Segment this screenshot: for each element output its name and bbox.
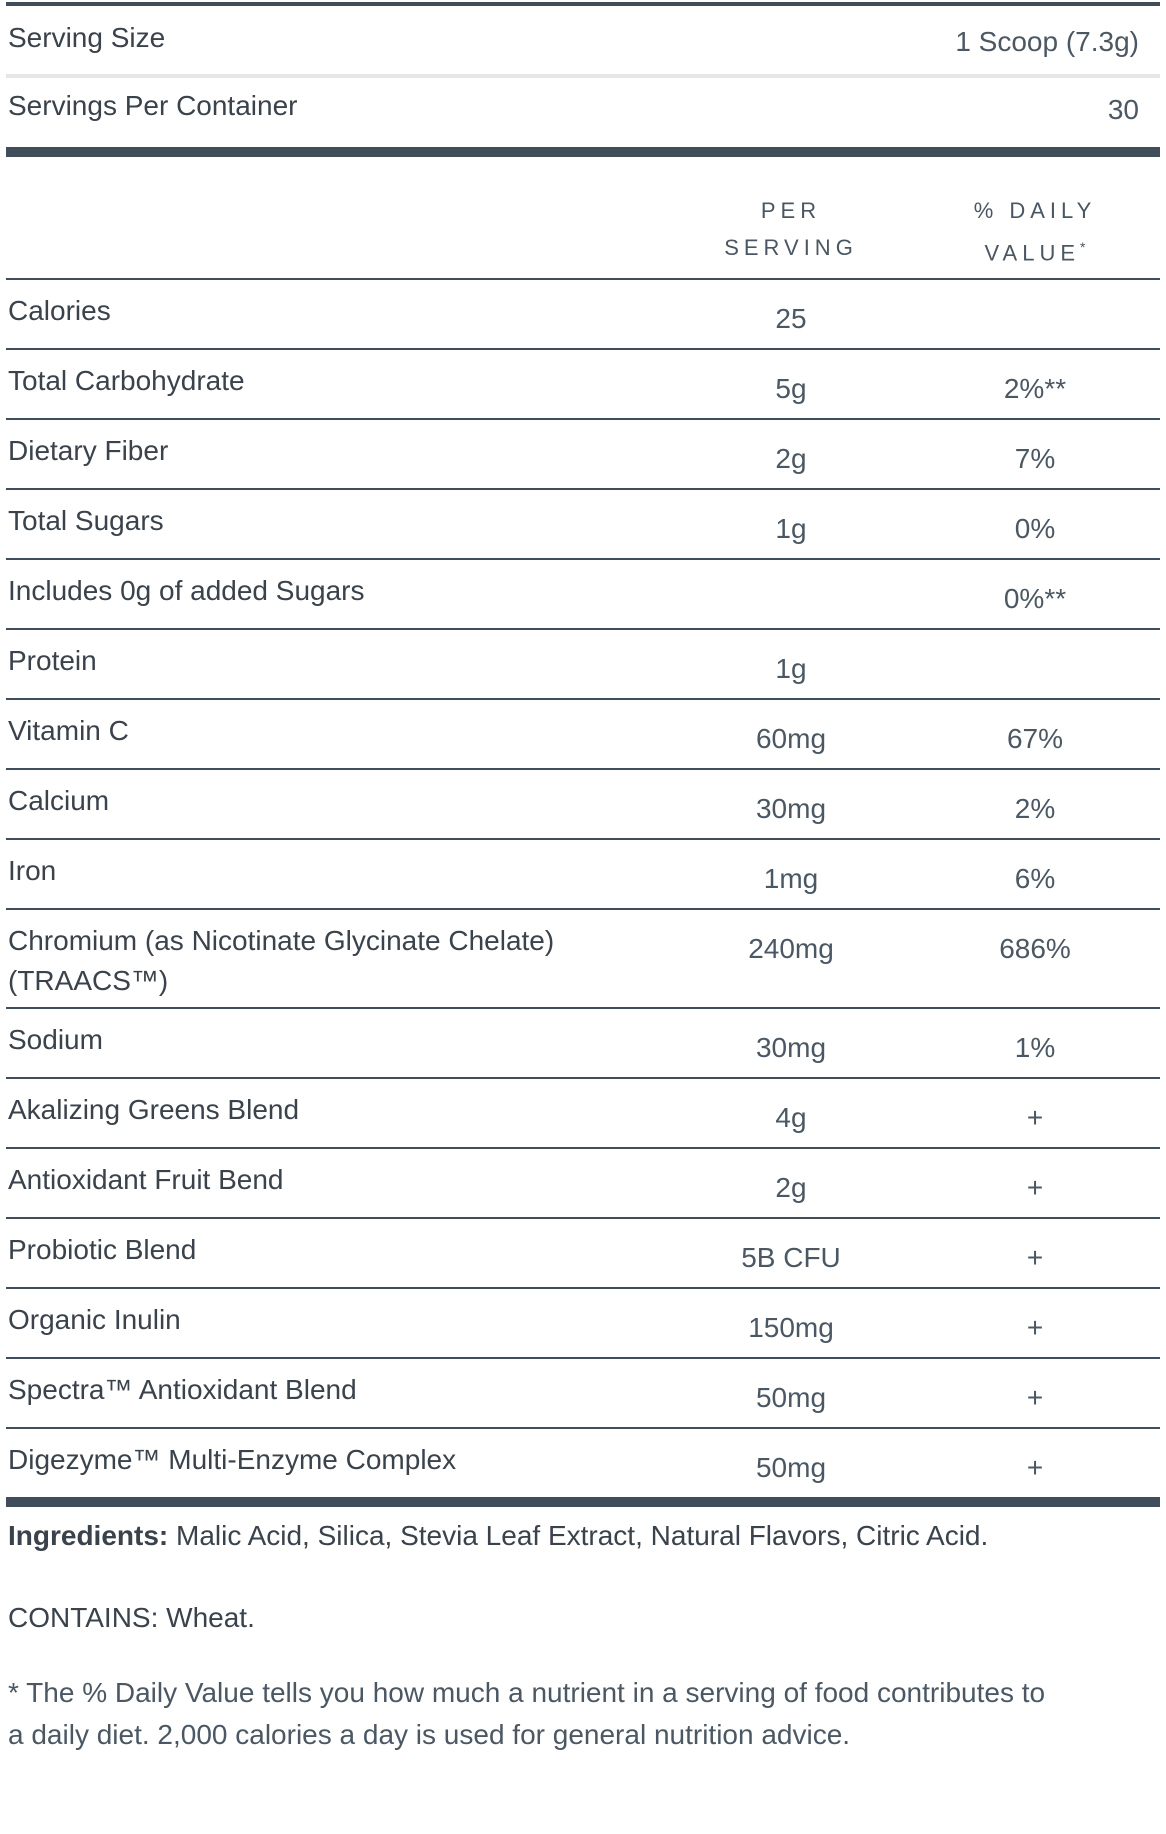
- nutrient-amount: 240mg: [748, 933, 834, 964]
- table-body: Calories 25 Total Carbohydrate 5g 2%** D…: [6, 278, 1160, 1497]
- nutrition-table: PER SERVING % DAILY VALUE* Calories 25 T…: [6, 157, 1160, 1497]
- nutrient-amount: [691, 560, 891, 628]
- table-row: Chromium (as Nicotinate Glycinate Chelat…: [6, 908, 1160, 1007]
- nutrient-daily-value: +: [1026, 1382, 1044, 1413]
- nutrient-daily-value: +: [1026, 1242, 1044, 1273]
- table-row: Organic Inulin 150mg +: [6, 1287, 1160, 1357]
- table-row: Digezyme™ Multi-Enzyme Complex 50mg +: [6, 1427, 1160, 1497]
- nutrient-amount: 2g: [775, 1172, 807, 1203]
- table-row: Protein 1g: [6, 628, 1160, 698]
- nutrient-daily-value: 7%: [1014, 443, 1056, 474]
- nutrient-daily-value: 0%**: [1003, 583, 1067, 614]
- nutrient-label: Iron: [8, 855, 57, 886]
- nutrient-amount: 150mg: [748, 1312, 834, 1343]
- table-row: Iron 1mg 6%: [6, 838, 1160, 908]
- nutrient-daily-value: 0%: [1014, 513, 1056, 544]
- nutrient-amount: 5B CFU: [741, 1242, 841, 1273]
- table-row: Calcium 30mg 2%: [6, 768, 1160, 838]
- table-row: Total Carbohydrate 5g 2%**: [6, 348, 1160, 418]
- daily-value-asterisk: *: [1080, 239, 1086, 255]
- ingredients-prefix: Ingredients:: [8, 1520, 169, 1551]
- nutrient-daily-value: +: [1026, 1172, 1044, 1203]
- table-header-row: PER SERVING % DAILY VALUE*: [6, 157, 1160, 278]
- nutrient-amount: 25: [775, 303, 807, 334]
- label-footer: Ingredients: Malic Acid, Silica, Stevia …: [6, 1516, 1160, 1756]
- nutrient-label: Akalizing Greens Blend: [8, 1094, 300, 1125]
- nutrient-label: Organic Inulin: [8, 1304, 181, 1335]
- ingredients-text: Ingredients: Malic Acid, Silica, Stevia …: [8, 1516, 1160, 1556]
- nutrient-amount: 30mg: [755, 1032, 827, 1063]
- table-row: Calories 25: [6, 278, 1160, 348]
- nutrient-daily-value: 2%: [1014, 793, 1056, 824]
- servings-per-container-row: Servings Per Container 30: [6, 78, 1160, 147]
- table-row: Akalizing Greens Blend 4g +: [6, 1077, 1160, 1147]
- nutrient-daily-value: +: [1026, 1312, 1044, 1343]
- nutrient-daily-value: 6%: [1014, 863, 1056, 894]
- section-bar-bottom: [6, 1497, 1160, 1507]
- table-row: Probiotic Blend 5B CFU +: [6, 1217, 1160, 1287]
- nutrient-label: Digezyme™ Multi-Enzyme Complex: [8, 1444, 457, 1475]
- servings-per-container-label: Servings Per Container: [8, 90, 298, 121]
- nutrient-label: Vitamin C: [8, 715, 129, 746]
- table-row: Antioxidant Fruit Bend 2g +: [6, 1147, 1160, 1217]
- nutrient-daily-value: 1%: [1014, 1032, 1056, 1063]
- table-row: Dietary Fiber 2g 7%: [6, 418, 1160, 488]
- table-row: Includes 0g of added Sugars 0%**: [6, 558, 1160, 628]
- nutrient-label: Includes 0g of added Sugars: [8, 575, 365, 606]
- nutrient-label: Protein: [8, 645, 97, 676]
- servings-per-container-value: 30: [1107, 94, 1139, 125]
- nutrient-amount: 2g: [775, 443, 807, 474]
- nutrient-amount: 4g: [775, 1102, 807, 1133]
- nutrient-label: Total Carbohydrate: [8, 365, 245, 396]
- nutrient-amount: 5g: [775, 373, 807, 404]
- serving-size-value: 1 Scoop (7.3g): [955, 26, 1139, 57]
- table-row: Total Sugars 1g 0%: [6, 488, 1160, 558]
- section-bar-top: [6, 147, 1160, 157]
- nutrient-amount: 1mg: [763, 863, 819, 894]
- nutrient-amount: 60mg: [755, 723, 827, 754]
- nutrient-label: Calories: [8, 295, 111, 326]
- nutrient-daily-value: 67%: [1006, 723, 1064, 754]
- nutrient-amount: 1g: [775, 653, 807, 684]
- nutrient-label: Sodium: [8, 1024, 103, 1055]
- nutrient-daily-value: +: [1026, 1102, 1044, 1133]
- ingredients-list: Malic Acid, Silica, Stevia Leaf Extract,…: [168, 1520, 989, 1551]
- top-rule: [6, 2, 1160, 6]
- per-serving-header: PER SERVING: [724, 198, 858, 260]
- nutrient-amount: 50mg: [755, 1452, 827, 1483]
- nutrient-label: Calcium: [8, 785, 110, 816]
- nutrient-daily-value: +: [1026, 1452, 1044, 1483]
- serving-size-row: Serving Size 1 Scoop (7.3g): [6, 6, 1160, 78]
- table-row: Spectra™ Antioxidant Blend 50mg +: [6, 1357, 1160, 1427]
- nutrient-label: Dietary Fiber: [8, 435, 169, 466]
- nutrient-daily-value: 686%: [999, 933, 1071, 964]
- table-row: Vitamin C 60mg 67%: [6, 698, 1160, 768]
- nutrient-amount: 30mg: [755, 793, 827, 824]
- nutrient-amount: 50mg: [755, 1382, 827, 1413]
- nutrient-label: Chromium (as Nicotinate Glycinate Chelat…: [8, 925, 555, 996]
- table-row: Sodium 30mg 1%: [6, 1007, 1160, 1077]
- nutrient-amount: 1g: [775, 513, 807, 544]
- nutrient-label: Probiotic Blend: [8, 1234, 197, 1265]
- nutrient-label: Total Sugars: [8, 505, 164, 536]
- serving-size-label: Serving Size: [8, 22, 166, 53]
- nutrient-label: Antioxidant Fruit Bend: [8, 1164, 284, 1195]
- nutrient-daily-value: [935, 630, 1135, 698]
- nutrient-label: Spectra™ Antioxidant Blend: [8, 1374, 357, 1405]
- nutrient-daily-value: [935, 280, 1135, 348]
- header-spacer: [6, 157, 647, 278]
- nutrient-daily-value: 2%**: [1003, 373, 1067, 404]
- daily-value-header: % DAILY VALUE*: [973, 198, 1097, 266]
- daily-value-footnote: * The % Daily Value tells you how much a…: [8, 1677, 1046, 1750]
- allergen-statement: CONTAINS: Wheat.: [8, 1602, 255, 1633]
